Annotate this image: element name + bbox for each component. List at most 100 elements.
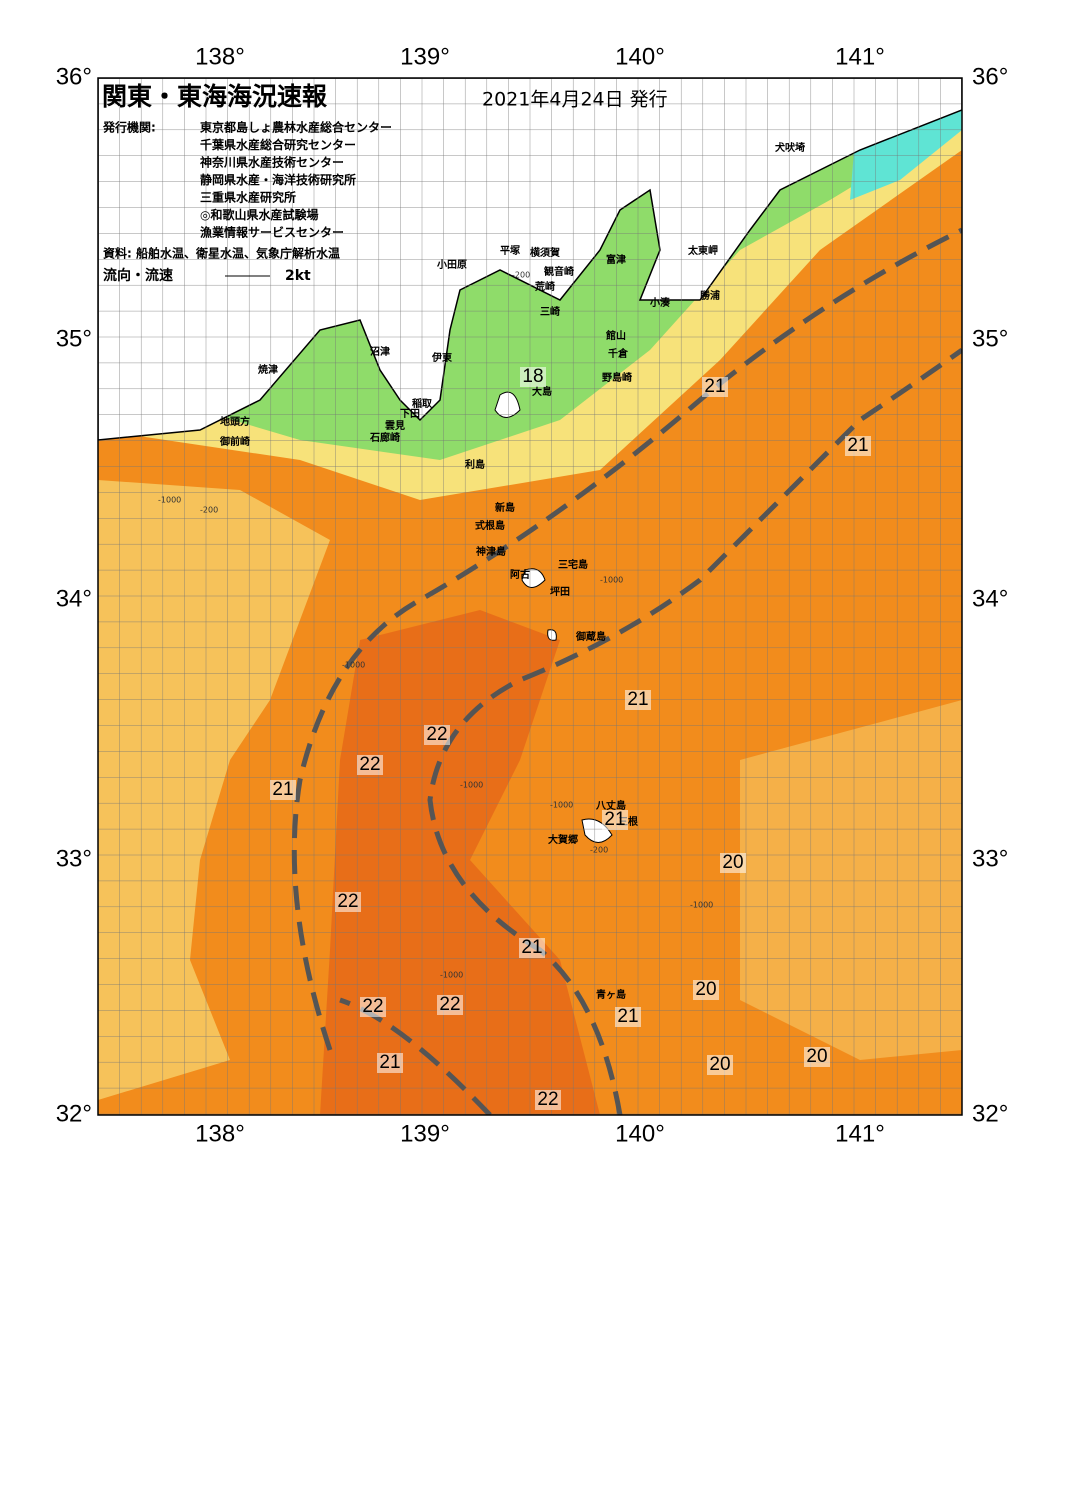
place-name: 小湊 bbox=[649, 296, 671, 309]
islands bbox=[494, 391, 613, 843]
contour-label-bg bbox=[720, 853, 746, 873]
title: 関東・東海海況速報 bbox=[102, 82, 328, 111]
contour-label: 22 bbox=[359, 754, 380, 775]
agency: 東京都島しょ農林水産総合センター bbox=[200, 120, 392, 135]
place-name: 太東岬 bbox=[687, 244, 718, 257]
lat-label: 32° bbox=[972, 1100, 1008, 1127]
place-name: 伊東 bbox=[431, 351, 452, 364]
lon-label: 138° bbox=[195, 1120, 245, 1147]
contour-label-bg bbox=[535, 1090, 561, 1110]
contour-label: 20 bbox=[806, 1046, 827, 1067]
contour-label-bg bbox=[602, 810, 628, 830]
contour-label-bg bbox=[357, 755, 383, 775]
lat-label: 36° bbox=[56, 63, 92, 90]
place-name: 御蔵島 bbox=[575, 630, 606, 643]
place-name: 千倉 bbox=[608, 347, 629, 360]
contour-label: 22 bbox=[337, 891, 358, 912]
contour-label-bg bbox=[360, 997, 386, 1017]
place-name: 石廊崎 bbox=[369, 431, 400, 444]
place-name: 館山 bbox=[605, 329, 626, 342]
place-name: 富津 bbox=[606, 253, 626, 266]
contour-label: 21 bbox=[604, 809, 625, 830]
agency: 千葉県水産総合研究センター bbox=[200, 137, 356, 152]
contour-label: 21 bbox=[704, 376, 725, 397]
date: 2021年4月24日 発行 bbox=[482, 89, 668, 111]
place-name: 焼津 bbox=[258, 363, 278, 376]
contour-label: 21 bbox=[379, 1052, 400, 1073]
depth-label: -1000 bbox=[158, 496, 181, 505]
place-name: 荒崎 bbox=[534, 280, 555, 293]
contour-label-bg bbox=[707, 1055, 733, 1075]
depth-label: -1000 bbox=[342, 661, 365, 670]
contour-label: 21 bbox=[521, 937, 542, 958]
agency: ◎和歌山県水産試験場 bbox=[200, 207, 318, 222]
depth-label: -200 bbox=[590, 846, 608, 855]
depth-label: -1000 bbox=[690, 901, 713, 910]
contour-label: 22 bbox=[439, 994, 460, 1015]
place-name: 平塚 bbox=[500, 244, 520, 257]
place-name: 稲取 bbox=[412, 397, 433, 410]
contour-label: 21 bbox=[847, 435, 868, 456]
current-label: 流向・流速 bbox=[103, 267, 173, 284]
place-name: 小田原 bbox=[436, 258, 467, 271]
contour-label: 21 bbox=[272, 779, 293, 800]
contour-label-bg bbox=[437, 995, 463, 1015]
place-name: 八丈島 bbox=[595, 799, 626, 812]
contour-label-bg bbox=[519, 938, 545, 958]
place-name: 利島 bbox=[465, 458, 485, 471]
contour-label-bg bbox=[424, 725, 450, 745]
place-name: 横須賀 bbox=[530, 246, 560, 259]
depth-label: -1000 bbox=[460, 781, 483, 790]
depth-label: -200 bbox=[200, 506, 218, 515]
lat-label: 34° bbox=[56, 585, 92, 612]
place-name: 三崎 bbox=[540, 305, 560, 318]
grid bbox=[98, 78, 962, 1115]
contour-label-bg bbox=[702, 377, 728, 397]
contour-label-bg bbox=[625, 690, 651, 710]
contour-label: 22 bbox=[426, 724, 447, 745]
agency: 漁業情報サービスセンター bbox=[200, 225, 344, 240]
contour-label-bg bbox=[335, 892, 361, 912]
place-name: 阿古 bbox=[510, 568, 530, 581]
agencies-label: 発行機関: bbox=[102, 120, 156, 135]
lat-label: 32° bbox=[56, 1100, 92, 1127]
place-name: 三宅島 bbox=[558, 558, 588, 571]
depth-label: -200 bbox=[512, 271, 530, 280]
contour-label: 21 bbox=[617, 1006, 638, 1027]
lat-label: 33° bbox=[972, 845, 1008, 872]
lon-label: 140° bbox=[615, 43, 665, 70]
contour-label: 21 bbox=[627, 689, 648, 710]
contour-label: 20 bbox=[709, 1054, 730, 1075]
lat-label: 34° bbox=[972, 585, 1008, 612]
contour-label: 20 bbox=[722, 852, 743, 873]
contour-label: 22 bbox=[537, 1089, 558, 1110]
place-name: 青ヶ島 bbox=[596, 988, 626, 1001]
current-scale: 2kt bbox=[285, 268, 311, 284]
lat-label: 33° bbox=[56, 845, 92, 872]
contour-label-bg bbox=[270, 780, 296, 800]
lon-label: 138° bbox=[195, 43, 245, 70]
lon-label: 139° bbox=[400, 1120, 450, 1147]
contour-label-bg bbox=[845, 436, 871, 456]
contour-label-bg bbox=[377, 1053, 403, 1073]
lon-label: 141° bbox=[835, 1120, 885, 1147]
place-name: 犬吠埼 bbox=[775, 141, 805, 154]
place-name: 御前崎 bbox=[219, 435, 250, 448]
depth-label: -1000 bbox=[550, 801, 573, 810]
lon-label: 140° bbox=[615, 1120, 665, 1147]
kuroshio-north bbox=[291, 227, 962, 1051]
place-name: 観音崎 bbox=[544, 265, 574, 278]
source: 資料: 船舶水温、衛星水温、気象庁解析水温 bbox=[103, 246, 340, 261]
lon-label: 139° bbox=[400, 43, 450, 70]
contour-label-bg bbox=[615, 1007, 641, 1027]
place-name: 雲見 bbox=[385, 420, 405, 432]
lat-label: 35° bbox=[972, 325, 1008, 352]
cool-water bbox=[98, 480, 330, 1100]
contour-label: 18 bbox=[522, 366, 543, 387]
contour-label: 20 bbox=[695, 979, 716, 1000]
map-area bbox=[98, 78, 962, 1115]
place-name: 大賀郷 bbox=[548, 833, 578, 846]
place-name: 沼津 bbox=[370, 345, 390, 358]
place-name: 坪田 bbox=[550, 585, 570, 598]
